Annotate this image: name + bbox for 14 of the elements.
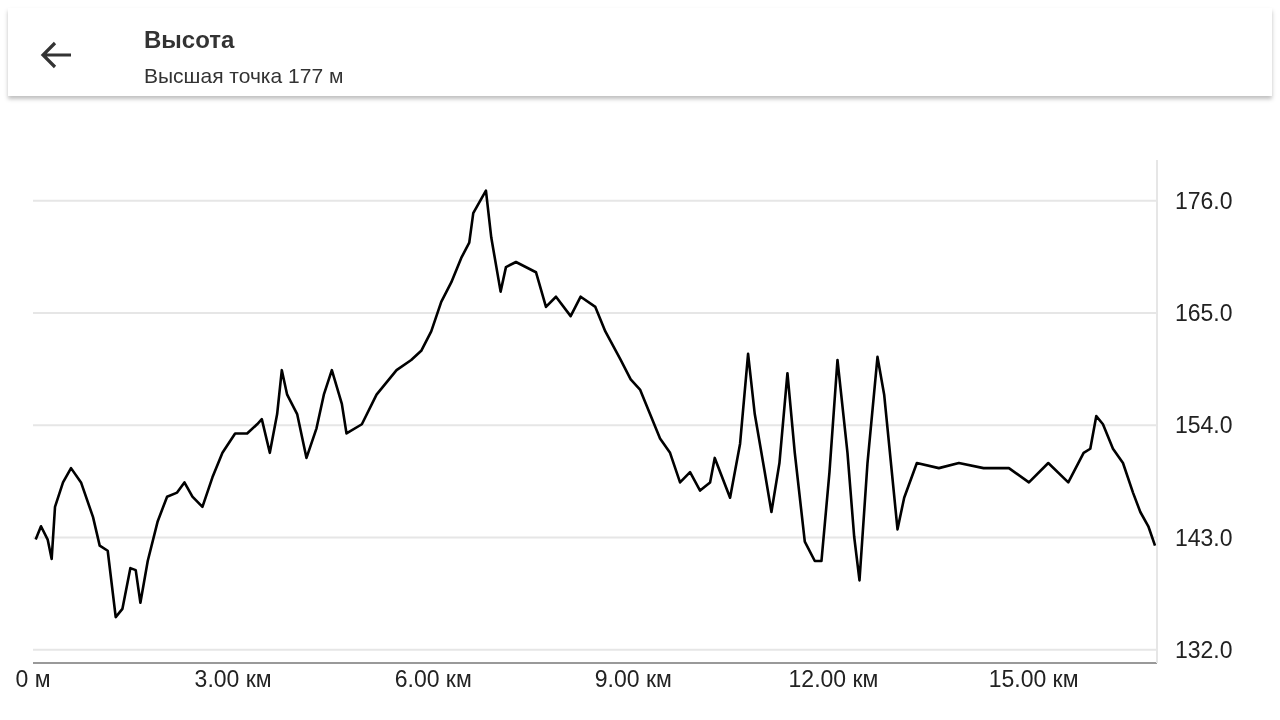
x-tick-label: 15.00 км [988,666,1079,693]
y-tick-label: 176.0 [1175,187,1233,214]
x-tick-label: 9.00 км [594,666,672,693]
x-tick-label: 0 м [15,666,51,693]
x-tick-label: 12.00 км [788,666,879,693]
x-tick-label: 6.00 км [394,666,472,693]
y-tick-label: 132.0 [1175,636,1233,663]
x-tick-label: 3.00 км [194,666,272,693]
chart-title: Высота [144,26,235,54]
line-series [34,189,1157,619]
y-tick-label: 143.0 [1175,524,1233,551]
y-tick-label: 154.0 [1175,412,1233,439]
y-tick-label: 165.0 [1175,300,1233,327]
chart-subtitle: Высшая точка 177 м [144,64,344,88]
